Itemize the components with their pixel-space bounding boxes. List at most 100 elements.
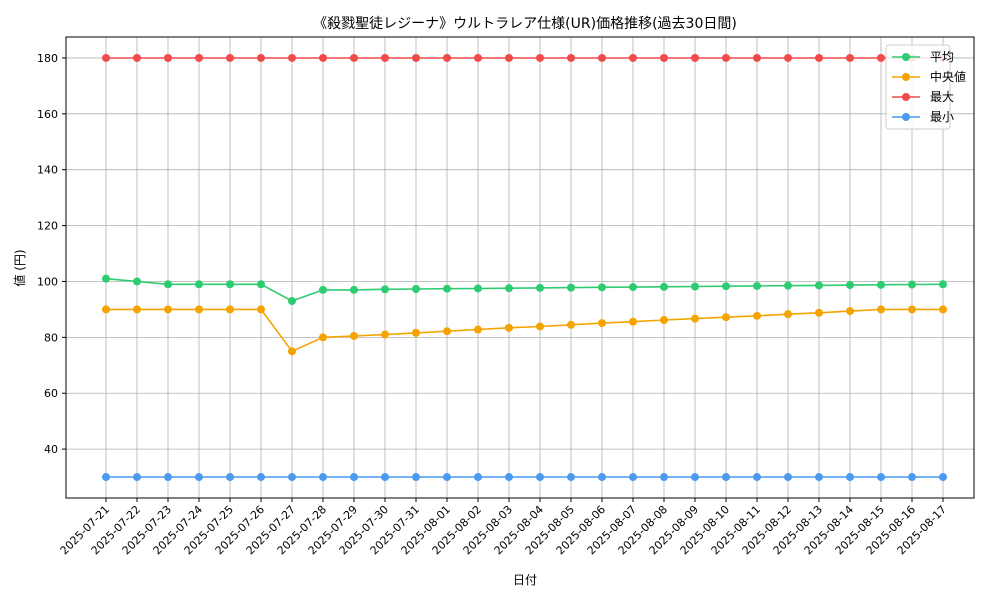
data-point (598, 53, 606, 62)
data-point (877, 305, 885, 314)
data-point (195, 305, 203, 314)
y-axis-ticks: 40 60 80 100 120 140 160 180 (37, 52, 66, 456)
data-point (598, 319, 606, 328)
data-point (257, 53, 265, 62)
data-point (908, 280, 916, 289)
data-point (753, 281, 761, 290)
data-point (226, 473, 234, 482)
legend-entry: 最小 (930, 110, 954, 124)
data-point (226, 53, 234, 62)
data-point (505, 473, 513, 482)
data-point (536, 473, 544, 482)
data-point (443, 284, 451, 293)
data-point (288, 53, 296, 62)
data-point (846, 281, 854, 290)
legend-entry: 中央値 (930, 69, 966, 84)
data-point (319, 53, 327, 62)
data-point (784, 473, 792, 482)
data-point (102, 53, 110, 62)
legend-swatch-marker (902, 113, 910, 121)
data-point (784, 281, 792, 290)
x-axis-ticks: 2025-07-212025-07-222025-07-232025-07-24… (58, 498, 949, 557)
data-point (381, 330, 389, 339)
data-point (939, 305, 947, 314)
data-point (691, 53, 699, 62)
data-point (319, 333, 327, 342)
data-point (443, 53, 451, 62)
data-point (505, 323, 513, 332)
data-point (350, 331, 358, 340)
y-tick-label: 60 (44, 387, 58, 400)
data-point (226, 280, 234, 289)
grid (66, 37, 974, 498)
data-point (164, 305, 172, 314)
data-point (815, 53, 823, 62)
y-tick-label: 100 (37, 275, 58, 288)
data-point (288, 473, 296, 482)
data-point (164, 280, 172, 289)
data-point (877, 473, 885, 482)
data-point (567, 473, 575, 482)
data-point (319, 473, 327, 482)
data-point (815, 281, 823, 290)
legend-entry: 最大 (930, 90, 954, 104)
data-point (412, 285, 420, 294)
data-point (195, 53, 203, 62)
chart-title: 《殺戮聖徒レジーナ》ウルトラレア仕様(UR)価格推移(過去30日間) (313, 16, 737, 32)
x-axis-label: 日付 (513, 573, 537, 587)
data-point (691, 282, 699, 291)
legend-swatch-marker (902, 73, 910, 81)
data-point (629, 317, 637, 326)
data-point (722, 313, 730, 322)
data-point (133, 53, 141, 62)
legend-entry: 平均 (930, 50, 954, 64)
data-point (257, 473, 265, 482)
data-point (908, 305, 916, 314)
data-point (257, 305, 265, 314)
data-point (133, 473, 141, 482)
data-point (598, 473, 606, 482)
data-point (691, 314, 699, 323)
data-point (939, 473, 947, 482)
data-point (474, 473, 482, 482)
data-point (474, 325, 482, 334)
data-point (784, 53, 792, 62)
data-point (443, 327, 451, 336)
data-point (133, 277, 141, 286)
data-point (102, 274, 110, 283)
legend-swatch-marker (902, 53, 910, 61)
data-point (753, 311, 761, 320)
data-point (846, 473, 854, 482)
data-point (567, 283, 575, 292)
data-point (505, 53, 513, 62)
legend-swatch-marker (902, 93, 910, 101)
data-point (846, 307, 854, 316)
data-point (877, 280, 885, 289)
plot-frame (65, 36, 975, 499)
data-point (877, 53, 885, 62)
data-point (722, 282, 730, 291)
data-point (381, 473, 389, 482)
y-tick-label: 140 (37, 164, 58, 177)
data-point (753, 473, 761, 482)
data-point (350, 285, 358, 294)
data-point (567, 320, 575, 329)
data-point (350, 473, 358, 482)
data-point (288, 347, 296, 356)
data-point (939, 280, 947, 289)
series-line-1 (106, 308, 943, 353)
data-point (133, 305, 141, 314)
data-point (691, 473, 699, 482)
data-point (474, 53, 482, 62)
data-point (412, 53, 420, 62)
data-point (846, 53, 854, 62)
y-tick-label: 180 (37, 52, 58, 65)
data-point (505, 284, 513, 293)
data-point (288, 297, 296, 306)
data-point (629, 283, 637, 292)
data-point (474, 284, 482, 293)
data-point (536, 322, 544, 331)
data-point (381, 285, 389, 294)
series-line-0 (105, 277, 944, 302)
